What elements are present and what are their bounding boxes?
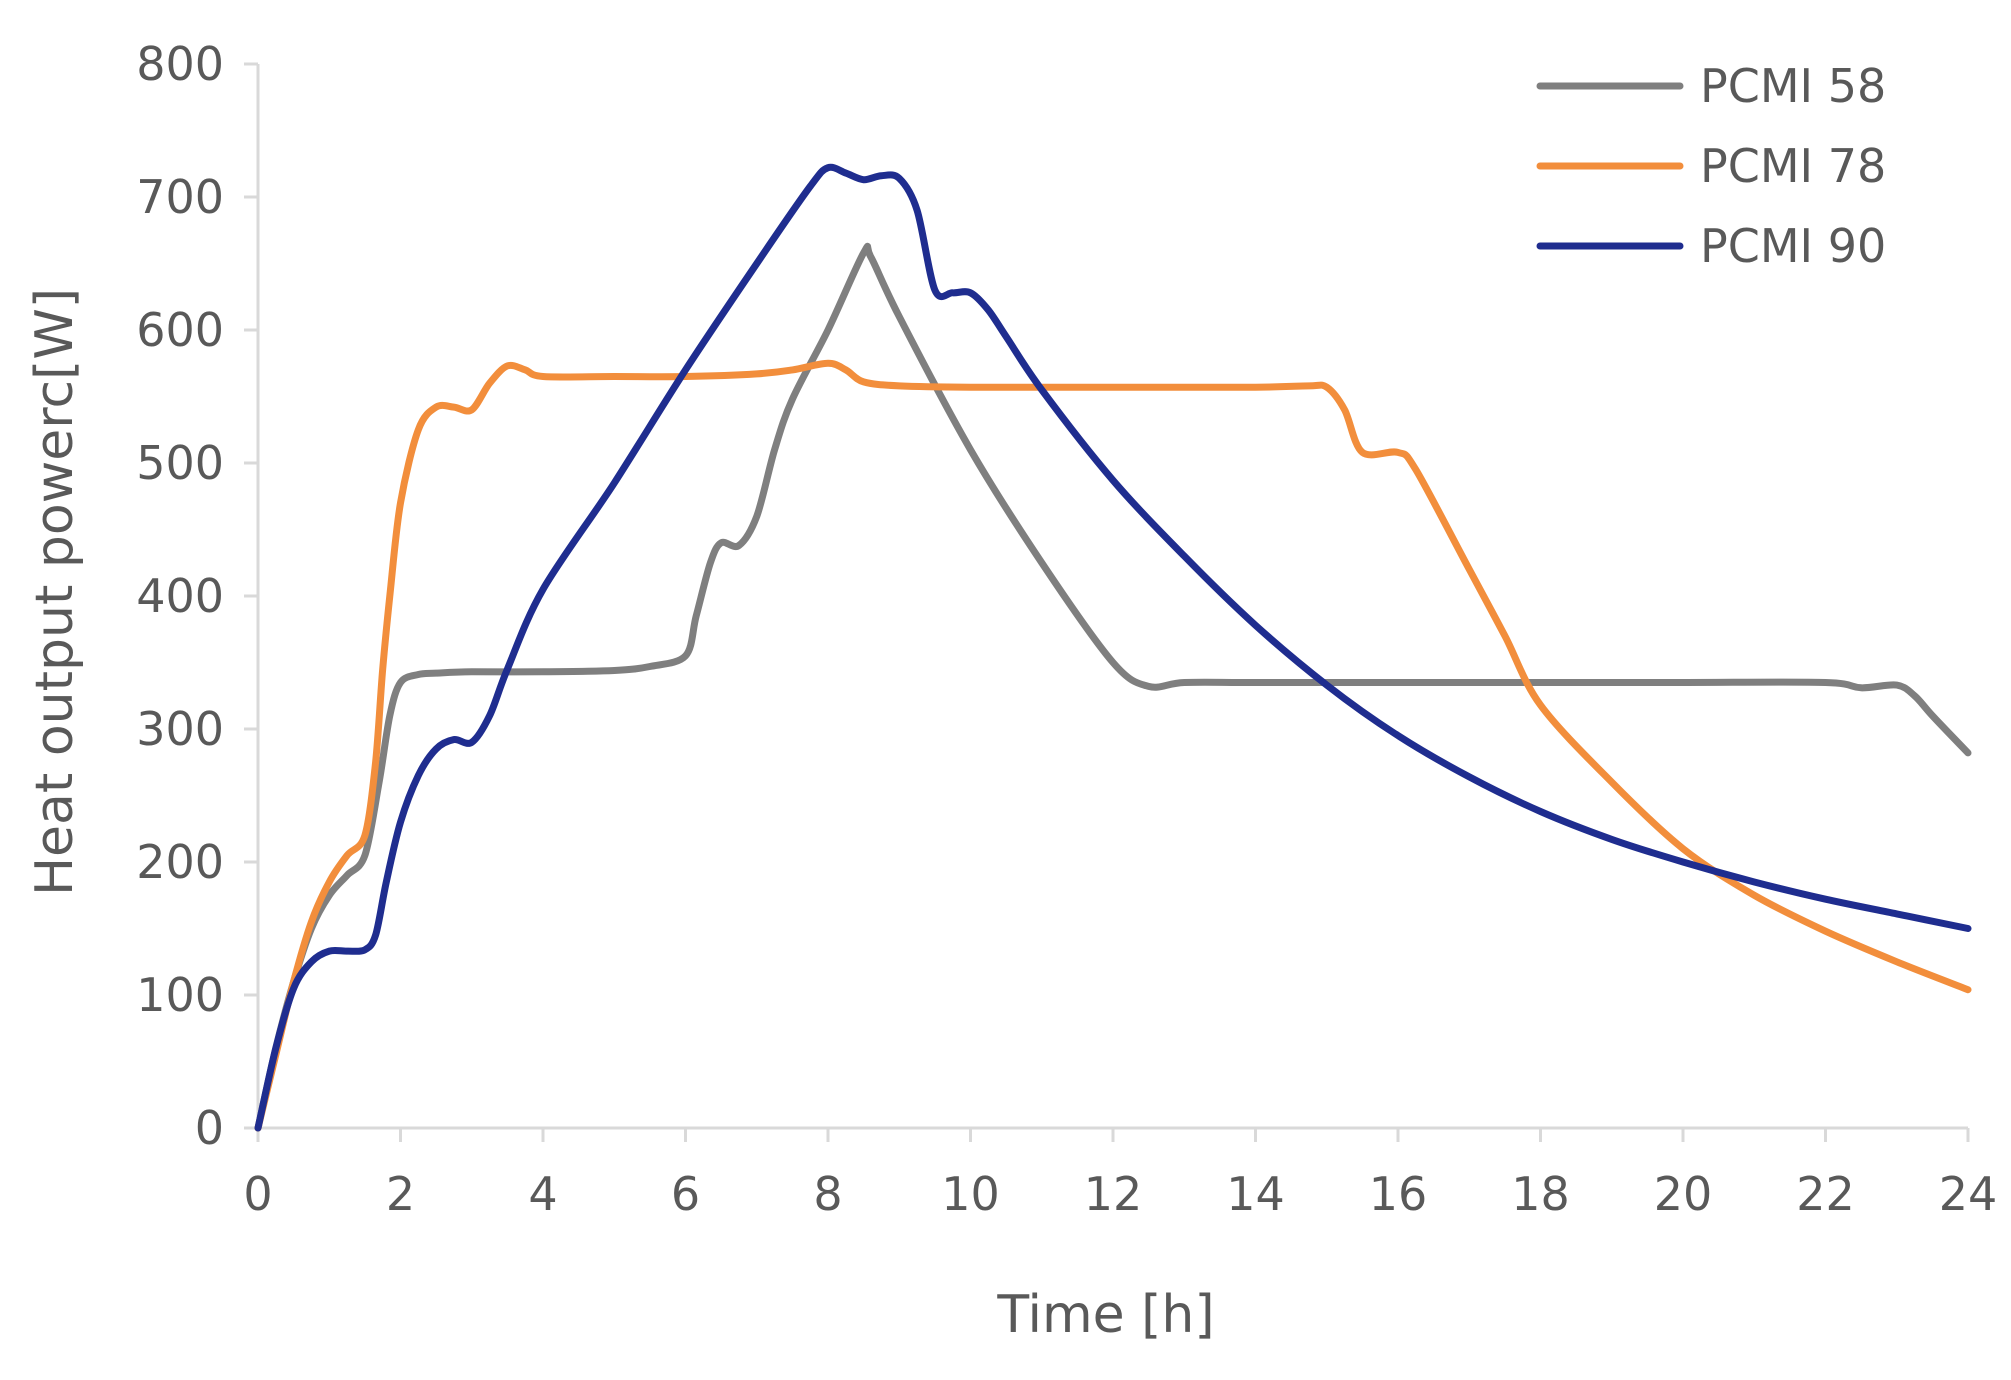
x-tick-label: 4	[528, 1167, 557, 1221]
series-line-pcmi-78	[254, 359, 1972, 1132]
x-tick-label: 18	[1511, 1167, 1570, 1221]
x-tick-label: 20	[1654, 1167, 1713, 1221]
x-tick-label: 2	[386, 1167, 415, 1221]
x-tick-label: 24	[1939, 1167, 1998, 1221]
legend-label-pcmi-90: PCMI 90	[1700, 219, 1886, 273]
x-tick-label: 22	[1796, 1167, 1855, 1221]
x-axis-title: Time [h]	[996, 1285, 1214, 1345]
legend: PCMI 58 PCMI 78 PCMI 90	[1536, 59, 1886, 273]
y-tick-label: 100	[136, 968, 224, 1022]
y-axis-title: Heat output powerc[W]	[25, 288, 85, 896]
y-tick-label: 600	[136, 303, 224, 357]
x-tick-label: 16	[1369, 1167, 1428, 1221]
legend-label-pcmi-78: PCMI 78	[1700, 139, 1886, 193]
x-tick-label: 12	[1084, 1167, 1143, 1221]
series-line-pcmi-90	[254, 163, 1972, 1132]
y-tick-label: 800	[136, 37, 224, 91]
series-line-pcmi-58	[254, 242, 1972, 1132]
x-tick-label: 8	[813, 1167, 842, 1221]
y-tick-label: 200	[136, 835, 224, 889]
x-tick-label: 14	[1226, 1167, 1285, 1221]
y-tick-label: 300	[136, 702, 224, 756]
x-tick-label: 6	[671, 1167, 700, 1221]
x-tick-label: 0	[243, 1167, 272, 1221]
y-tick-label: 0	[195, 1101, 224, 1155]
x-tick-label: 10	[941, 1167, 1000, 1221]
series-lines	[254, 163, 1972, 1132]
y-tick-label: 500	[136, 436, 224, 490]
legend-label-pcmi-58: PCMI 58	[1700, 59, 1886, 113]
y-tick-label: 400	[136, 569, 224, 623]
y-tick-label: 700	[136, 170, 224, 224]
